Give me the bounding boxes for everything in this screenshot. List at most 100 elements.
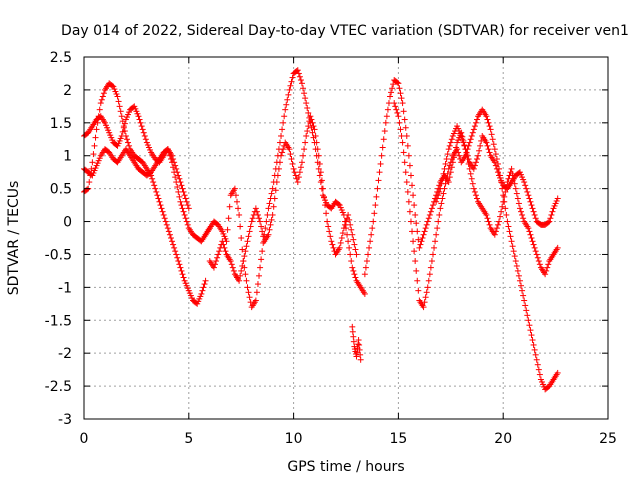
data-point [404,142,411,149]
data-point [536,371,543,378]
y-tick-label: 1.5 [50,116,72,132]
data-point [399,100,406,107]
data-point [297,164,304,171]
data-point [532,248,539,255]
data-point [394,79,401,86]
data-point [455,149,462,156]
data-point [171,244,178,251]
plot-frame [83,56,609,420]
data-point [100,90,107,97]
data-point [512,258,519,265]
data-point [554,195,561,202]
data-point [446,174,453,181]
data-point [471,162,478,169]
data-point [544,264,551,271]
data-point [138,123,145,130]
data-point [398,132,405,139]
data-point [221,244,228,251]
data-point [201,281,208,288]
data-point [141,132,148,139]
data-point [247,223,254,230]
y-tick-label: -1.5 [45,313,72,329]
data-point [446,162,453,169]
data-point [520,292,527,299]
data-point [156,198,163,205]
data-point [288,156,295,163]
data-point [532,351,539,358]
data-point [337,239,344,246]
data-point [519,211,526,218]
data-point [384,106,391,113]
data-point [448,136,455,143]
data-point [462,146,469,153]
data-point [491,231,498,238]
data-point [397,126,404,133]
data-point [348,258,355,265]
data-point [265,205,272,212]
data-point [429,202,436,209]
data-point [237,272,244,279]
data-point [295,70,302,77]
y-tick-label: -1 [58,280,72,296]
data-point [288,78,295,85]
data-point [302,139,309,146]
data-point [180,274,187,281]
data-point [459,136,466,143]
data-point [235,205,242,212]
data-point [415,287,422,294]
data-point [524,312,531,319]
data-point [423,289,430,296]
data-point [486,221,493,228]
data-point [164,225,171,232]
data-point [266,226,273,233]
data-point [466,139,473,146]
data-point [139,126,146,133]
data-point [253,289,260,296]
data-point [488,131,495,138]
data-point [252,205,259,212]
data-point [252,297,259,304]
data-point [149,175,156,182]
data-point [469,129,476,136]
data-point [521,297,528,304]
data-point [366,244,373,251]
data-point [216,248,223,255]
data-point [412,211,419,218]
data-point [437,185,444,192]
data-point [534,254,541,261]
data-point [126,142,133,149]
data-point [526,322,533,329]
data-point [448,156,455,163]
data-point [433,231,440,238]
data-point [353,251,360,258]
data-point [352,246,359,253]
data-point [410,238,417,245]
data-point [212,261,218,268]
data-point [532,215,539,222]
data-point [351,241,358,248]
data-point [89,159,96,166]
y-tick-label: 2.5 [50,50,72,66]
data-point [256,215,263,222]
data-point [507,233,514,240]
data-point [545,219,552,226]
x-tick-label: 20 [494,431,512,447]
data-point [162,218,169,225]
series-track-c [81,146,192,212]
data-point [202,277,209,284]
data-point [242,248,249,255]
data-point [90,151,97,158]
data-point [269,211,276,218]
data-point [506,172,513,179]
data-point [504,218,511,225]
data-point [349,264,356,271]
data-point [472,159,479,166]
data-point [246,228,253,235]
data-point [278,132,285,139]
data-point [438,180,445,187]
data-point [294,179,301,186]
data-point [411,248,418,255]
data-point [375,177,382,184]
data-point [171,159,178,166]
data-point [518,282,525,289]
